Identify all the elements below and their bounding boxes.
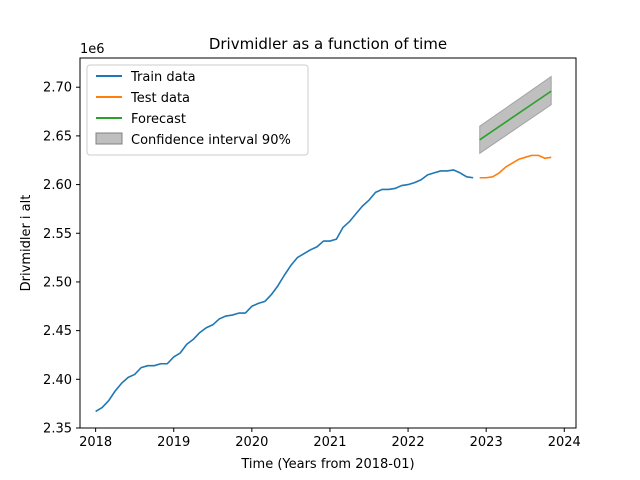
legend-swatch-ci: [95, 132, 123, 145]
legend-box: [86, 64, 309, 156]
series-line-train-data: [95, 169, 474, 413]
y-tick-label: 2.55: [43, 227, 72, 242]
plot-frame: [79, 57, 577, 429]
x-tick-label: 2021: [313, 435, 346, 450]
x-tick-label: 2022: [392, 435, 425, 450]
legend-label-ci: Confidence interval 90%: [131, 133, 291, 148]
chart-title: Drivmidler as a function of time: [209, 35, 447, 53]
x-axis-label: Time (Years from 2018-01): [240, 457, 414, 472]
legend-label-test: Test data: [130, 91, 190, 106]
x-tick-label: 2020: [235, 435, 268, 450]
y-axis: 2.35 2.40 2.45 2.50 2.55 2.60 2.65 2.70: [43, 81, 80, 437]
legend-label-train: Train data: [130, 70, 196, 85]
y-tick-label: 2.35: [43, 422, 72, 437]
x-tick-label: 2024: [548, 435, 581, 450]
x-tick-label: 2019: [157, 435, 190, 450]
x-tick-label: 2023: [470, 435, 503, 450]
x-tick-label: 2018: [79, 435, 112, 450]
y-tick-label: 2.60: [43, 178, 72, 193]
y-tick-label: 2.50: [43, 275, 72, 290]
legend: Train data Test data Forecast Confidence…: [86, 64, 309, 156]
y-tick-label: 2.40: [43, 373, 72, 388]
x-axis: 2018 2019 2020 2021 2022 2023 2024: [79, 428, 581, 450]
y-tick-label: 2.45: [43, 324, 72, 339]
y-offset-label: 1e6: [80, 42, 105, 57]
y-tick-label: 2.70: [43, 81, 72, 96]
y-axis-label: Drivmidler i alt: [19, 195, 34, 292]
series-line-test-data: [479, 154, 552, 179]
legend-label-forecast: Forecast: [131, 112, 186, 127]
series-layer: [95, 90, 552, 413]
series-line-forecast: [479, 90, 552, 141]
y-tick-label: 2.65: [43, 129, 72, 144]
